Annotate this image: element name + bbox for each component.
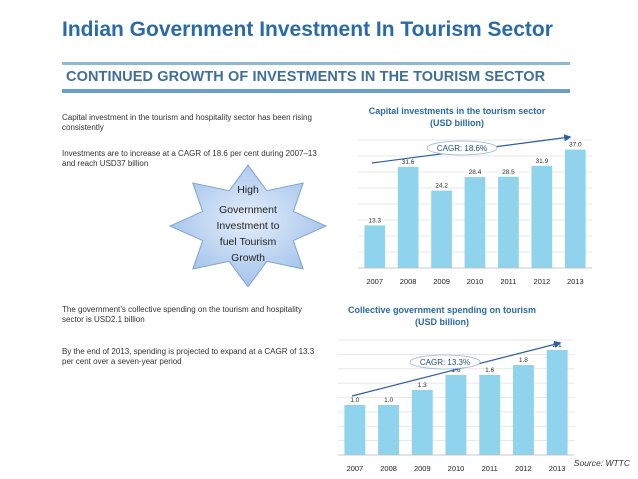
chart2-tick-label: 2012 xyxy=(515,464,532,473)
chart2-bar-2008 xyxy=(378,405,399,455)
chart1-bar-2007 xyxy=(364,225,386,268)
chart2-tick-label: 2010 xyxy=(448,464,465,473)
chart1-unit: (USD billion) xyxy=(430,118,484,128)
source-note: Source: WTTC xyxy=(573,458,630,468)
chart1-bar-2008 xyxy=(397,166,419,268)
chart2-trend-arrow xyxy=(351,340,562,397)
chart2-value-label: 1.8 xyxy=(519,357,528,364)
chart2-value-label: 1.3 xyxy=(418,382,427,389)
chart1-tick-label: 2009 xyxy=(433,277,450,286)
slide-subtitle: CONTINUED GROWTH OF INVESTMENTS IN THE T… xyxy=(66,69,546,85)
callout-line-4: fuel Tourism xyxy=(220,236,277,248)
chart1-value-label: 28.4 xyxy=(469,169,482,176)
header-top-rule xyxy=(62,62,570,65)
chart2-title: Collective government spending on touris… xyxy=(348,305,536,315)
chart2-tick-label: 2009 xyxy=(414,464,431,473)
chart1-cagr-bubble xyxy=(426,140,498,156)
chart1-value-label: 24.2 xyxy=(435,183,448,190)
chart1-bar-2013 xyxy=(564,149,586,268)
chart1-value-label: 28.5 xyxy=(502,169,515,176)
text-government-spending: The government’s collective spending on … xyxy=(62,305,302,324)
chart2-cagr-bubble xyxy=(409,354,481,370)
chart2-bar-2011 xyxy=(479,375,501,455)
chart1-value-label: 31.6 xyxy=(402,159,415,166)
chart2-tick-label: 2011 xyxy=(482,464,498,473)
text-spending-projection: By the end of 2013, spending is projecte… xyxy=(62,347,315,366)
chart1-tick-label: 2013 xyxy=(567,277,584,286)
chart1-bar-2011 xyxy=(498,176,519,268)
chart1-title: Capital investments in the tourism secto… xyxy=(369,106,546,116)
callout-line-3: Investment to xyxy=(216,220,279,232)
chart2-unit: (USD billion) xyxy=(415,317,469,327)
chart1-value-label: 13.3 xyxy=(368,217,381,224)
text-capital-investment: Capital investment in the tourism and ho… xyxy=(62,113,312,132)
chart1-bar-2010 xyxy=(464,177,486,268)
chart2-cagr-label: CAGR: 13.3% xyxy=(420,358,470,367)
chart1-tick-label: 2010 xyxy=(467,277,484,286)
page-title: Indian Government Investment In Tourism … xyxy=(62,18,553,41)
chart2-tick-label: 2008 xyxy=(380,464,397,473)
callout-line-5: Growth xyxy=(231,252,265,264)
chart1-bar-2009 xyxy=(431,190,452,268)
chart2-tick-label: 2007 xyxy=(347,464,364,473)
government-spending-chart: Collective government spending on touris… xyxy=(338,305,574,473)
chart1-tick-label: 2011 xyxy=(500,277,516,286)
chart1-value-label: 37.0 xyxy=(569,142,582,149)
callout-line-2: Government xyxy=(219,204,277,216)
chart2-tick-label: 2013 xyxy=(549,464,566,473)
capital-investment-chart: Capital investments in the tourism secto… xyxy=(358,106,592,286)
chart1-tick-label: 2007 xyxy=(366,277,383,286)
chart2-bar-2010 xyxy=(445,375,467,455)
chart2-bar-2013 xyxy=(546,350,568,455)
chart1-tick-label: 2012 xyxy=(534,277,551,286)
chart1-tick-label: 2008 xyxy=(400,277,417,286)
chart2-bar-2009 xyxy=(411,390,433,455)
chart2-value-label: 1.0 xyxy=(350,397,359,404)
chart1-value-label: 31.9 xyxy=(536,158,549,165)
text-investment-cagr: Investments are to increase at a CAGR of… xyxy=(62,149,317,168)
callout-star-shape xyxy=(168,164,328,288)
high-investment-callout: High Government Investment to fuel Touri… xyxy=(168,164,328,288)
chart1-cagr-label: CAGR: 18.6% xyxy=(437,144,487,153)
chart2-value-label: 1.0 xyxy=(384,397,393,404)
chart2-value-label: 1.6 xyxy=(485,367,494,374)
chart2-bar-2012 xyxy=(513,365,534,455)
callout-line-1: High xyxy=(237,184,259,196)
chart2-value-label: 1.6 xyxy=(451,367,460,374)
chart2-value-label: 2.1 xyxy=(553,342,562,349)
chart1-bar-2012 xyxy=(531,165,553,268)
header-bottom-rule xyxy=(62,89,570,93)
chart2-bar-2007 xyxy=(344,405,366,455)
